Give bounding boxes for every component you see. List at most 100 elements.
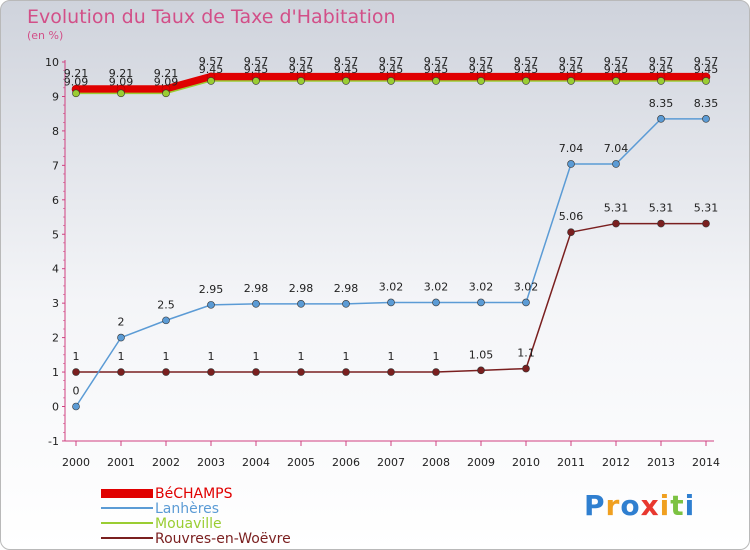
data-label: 9.57 xyxy=(379,55,404,68)
y-tick-label: 2 xyxy=(52,332,59,345)
legend-label: BéCHAMPS xyxy=(155,486,233,502)
data-point xyxy=(522,77,530,85)
data-label: 2.5 xyxy=(157,298,175,311)
logo-letter: r xyxy=(605,489,621,522)
data-point xyxy=(117,333,125,342)
x-tick-label: 2000 xyxy=(62,456,90,469)
logo-letter: i xyxy=(684,489,696,522)
data-label: 9.45 xyxy=(514,63,539,76)
data-point xyxy=(612,160,620,168)
data-label: 3.02 xyxy=(469,280,494,293)
data-label: 7.04 xyxy=(559,142,584,155)
data-point xyxy=(387,298,395,307)
data-label: 1.05 xyxy=(469,348,494,361)
data-point xyxy=(477,298,485,307)
proxiti-logo: Proxiti xyxy=(584,489,695,522)
data-point xyxy=(72,89,80,98)
data-point xyxy=(432,368,440,376)
data-label: 5.06 xyxy=(559,210,584,223)
unit-label: (en %) xyxy=(27,29,64,42)
y-tick-label: 10 xyxy=(45,56,59,69)
data-label: 9.09 xyxy=(109,75,134,88)
data-point xyxy=(387,77,395,85)
logo-letter: P xyxy=(584,489,606,522)
data-point xyxy=(612,77,620,85)
data-label: 9.45 xyxy=(424,63,449,76)
data-label: 1 xyxy=(298,350,305,363)
data-label: 9.57 xyxy=(649,55,674,68)
x-tick-label: 2001 xyxy=(107,456,135,469)
data-point xyxy=(162,89,170,98)
data-label: 3.02 xyxy=(514,280,539,293)
legend-swatch xyxy=(101,489,153,498)
data-label: 2.98 xyxy=(334,282,359,295)
data-point xyxy=(522,298,530,307)
data-label: 9.57 xyxy=(424,55,449,68)
x-tick-label: 2012 xyxy=(602,456,630,469)
data-point xyxy=(432,298,440,307)
data-label: 9.57 xyxy=(514,55,539,68)
data-point xyxy=(252,300,260,308)
data-point xyxy=(117,89,125,98)
chart-title: Evolution du Taux de Taxe d'Habitation xyxy=(27,6,396,28)
data-label: 2 xyxy=(118,316,125,329)
data-point xyxy=(432,77,440,85)
data-label: 9.45 xyxy=(244,63,269,76)
x-tick-label: 2004 xyxy=(242,456,270,469)
data-label: 5.31 xyxy=(604,202,629,215)
data-point xyxy=(387,368,395,376)
data-point xyxy=(207,301,215,309)
data-label: 9.57 xyxy=(469,55,494,68)
data-label: 9.45 xyxy=(379,63,404,76)
logo-letter: x xyxy=(640,489,660,522)
data-point xyxy=(117,368,125,376)
data-point xyxy=(702,219,710,228)
y-tick-label: 9 xyxy=(52,90,59,103)
y-tick-label: 1 xyxy=(52,366,59,379)
data-label: 8.35 xyxy=(649,97,674,110)
data-point xyxy=(207,77,215,85)
x-tick-label: 2009 xyxy=(467,456,495,469)
data-point xyxy=(297,77,305,85)
data-point xyxy=(207,368,215,376)
data-label: 9.45 xyxy=(694,63,719,76)
data-point xyxy=(342,368,350,376)
data-label: 1 xyxy=(163,350,170,363)
data-point xyxy=(162,316,170,325)
data-point xyxy=(657,77,665,85)
data-point xyxy=(567,77,575,85)
x-tick-label: 2003 xyxy=(197,456,225,469)
data-label: 9.45 xyxy=(289,63,314,76)
data-point xyxy=(252,77,260,85)
data-label: 9.45 xyxy=(469,63,494,76)
logo-letter: o xyxy=(620,489,641,522)
data-label: 9.45 xyxy=(199,63,224,76)
x-tick-label: 2007 xyxy=(377,456,405,469)
x-tick-label: 2013 xyxy=(647,456,675,469)
data-label: 1 xyxy=(118,350,125,363)
data-label: 8.35 xyxy=(694,97,719,110)
logo-letter: i xyxy=(659,489,671,522)
data-label: 7.04 xyxy=(604,142,629,155)
data-point xyxy=(72,368,80,376)
data-label: 1 xyxy=(253,350,260,363)
data-label: 2.98 xyxy=(289,282,314,295)
data-point xyxy=(702,115,710,123)
data-label: 9.45 xyxy=(604,63,629,76)
data-point xyxy=(297,368,305,376)
data-point xyxy=(342,77,350,85)
data-label: 9.57 xyxy=(559,55,584,68)
data-point xyxy=(477,366,485,375)
legend-label: Lanhères xyxy=(155,501,219,517)
y-tick-label: 5 xyxy=(52,228,59,241)
data-label: 9.21 xyxy=(64,67,89,80)
data-point xyxy=(162,368,170,376)
x-tick-label: 2002 xyxy=(152,456,180,469)
data-label: 9.57 xyxy=(289,55,314,68)
data-point xyxy=(72,402,80,411)
legend-label: Mouaville xyxy=(155,516,222,532)
data-label: 1 xyxy=(73,350,80,363)
x-tick-label: 2014 xyxy=(692,456,720,469)
